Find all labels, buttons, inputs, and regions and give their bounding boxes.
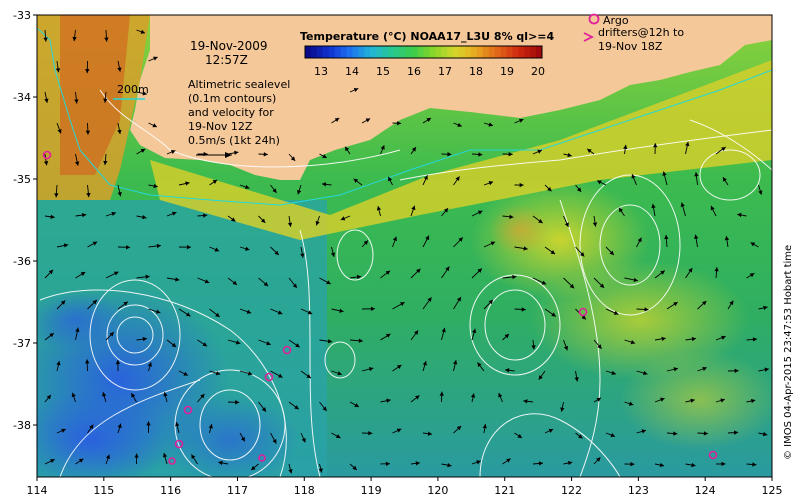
colorbar-segment — [512, 46, 518, 58]
colorbar-segment — [317, 46, 323, 58]
colorbar-segment — [388, 46, 394, 58]
colorbar-segment — [323, 46, 329, 58]
colorbar — [305, 46, 543, 58]
colorbar-tick-label: 18 — [469, 65, 483, 78]
y-tick-label: -36 — [13, 255, 31, 268]
colorbar-tick-label: 20 — [531, 65, 545, 78]
x-tick-label: 120 — [427, 484, 448, 497]
drifters-line-1: drifters@12h to — [598, 26, 684, 39]
time-label: 12:57Z — [205, 53, 248, 67]
colorbar-segment — [489, 46, 495, 58]
colorbar-segment — [506, 46, 512, 58]
colorbar-tick-label: 16 — [407, 65, 421, 78]
colorbar-segment — [453, 46, 459, 58]
x-tick-label: 124 — [695, 484, 716, 497]
colorbar-segment — [358, 46, 364, 58]
colorbar-segment — [471, 46, 477, 58]
altimetry-line-2: (0.1m contours) — [188, 92, 276, 105]
colorbar-segment — [518, 46, 524, 58]
colorbar-segment — [429, 46, 435, 58]
colorbar-segment — [435, 46, 441, 58]
colorbar-segment — [352, 46, 358, 58]
colorbar-segment — [477, 46, 483, 58]
colorbar-segment — [459, 46, 465, 58]
colorbar-segment — [311, 46, 317, 58]
x-tick-label: 117 — [227, 484, 248, 497]
colorbar-segment — [400, 46, 406, 58]
x-tick-label: 125 — [762, 484, 783, 497]
y-tick-label: -34 — [13, 91, 31, 104]
x-axis: 114 115 116 117 118 119 120 121 122 123 124 125 — [27, 477, 783, 497]
y-tick-label: -37 — [13, 337, 31, 350]
colorbar-tick-label: 15 — [376, 65, 390, 78]
x-tick-label: 114 — [27, 484, 48, 497]
y-axis: -33 -34 -35 -36 -37 -38 — [13, 9, 37, 432]
colorbar-tick-label: 13 — [314, 65, 328, 78]
colorbar-segment — [501, 46, 507, 58]
y-tick-label: -35 — [13, 173, 31, 186]
colorbar-segment — [412, 46, 418, 58]
colorbar-segment — [441, 46, 447, 58]
x-tick-label: 119 — [361, 484, 382, 497]
colorbar-tick-label: 17 — [438, 65, 452, 78]
colorbar-segment — [370, 46, 376, 58]
y-tick-label: -38 — [13, 419, 31, 432]
velocity-scale-label: 0.5m/s (1kt 24h) — [188, 134, 280, 147]
altimetry-line-4: 19-Nov 12Z — [188, 120, 253, 133]
colorbar-title: Temperature (°C) NOAA17_L3U 8% ql>=4 — [300, 30, 555, 43]
drifters-line-2: 19-Nov 18Z — [598, 40, 663, 53]
date-label: 19-Nov-2009 — [190, 39, 268, 53]
colorbar-segment — [530, 46, 536, 58]
colorbar-segment — [376, 46, 382, 58]
x-tick-label: 115 — [93, 484, 114, 497]
altimetry-line-1: Altimetric sealevel — [188, 78, 290, 91]
colorbar-tick-label: 14 — [345, 65, 359, 78]
colorbar-segment — [329, 46, 335, 58]
colorbar-segment — [406, 46, 412, 58]
colorbar-segment — [341, 46, 347, 58]
colorbar-segment — [364, 46, 370, 58]
colorbar-segment — [483, 46, 489, 58]
colorbar-segment — [495, 46, 501, 58]
colorbar-tick-label: 19 — [500, 65, 514, 78]
colorbar-segment — [305, 46, 311, 58]
x-tick-label: 122 — [561, 484, 582, 497]
credit-label: © IMOS 04-Apr-2015 23:47:53 Hobart time — [783, 245, 794, 460]
x-tick-label: 123 — [628, 484, 649, 497]
x-tick-label: 118 — [294, 484, 315, 497]
colorbar-segment — [346, 46, 352, 58]
colorbar-segment — [447, 46, 453, 58]
colorbar-segment — [418, 46, 424, 58]
colorbar-segment — [465, 46, 471, 58]
depth-label: 200m — [117, 83, 149, 96]
colorbar-segment — [424, 46, 430, 58]
x-tick-label: 116 — [160, 484, 181, 497]
altimetry-line-3: and velocity for — [188, 106, 274, 119]
x-tick-label: 121 — [494, 484, 515, 497]
y-tick-label: -33 — [13, 9, 31, 22]
colorbar-segment — [394, 46, 400, 58]
colorbar-segment — [524, 46, 530, 58]
colorbar-segment — [335, 46, 341, 58]
colorbar-segment — [382, 46, 388, 58]
